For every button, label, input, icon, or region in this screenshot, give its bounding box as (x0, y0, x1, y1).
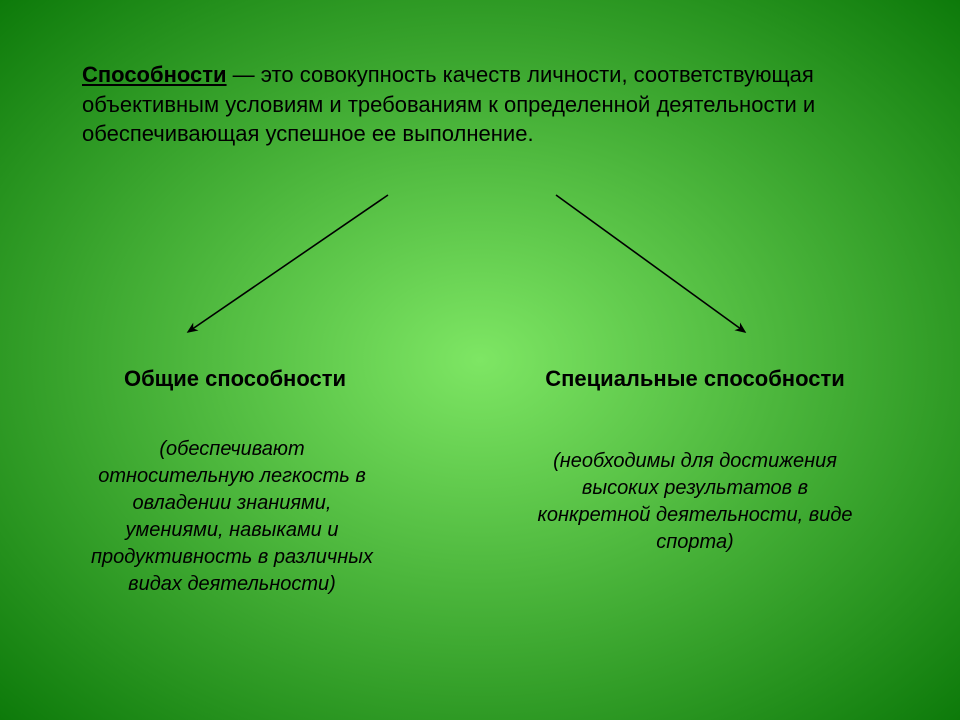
arrow-left (188, 195, 388, 332)
branch-left-desc: (обеспечивают относительную легкость в о… (82, 436, 382, 598)
branch-right-desc: (необходимы для достижения высоких резул… (530, 448, 860, 556)
definition-term: Способности (82, 62, 227, 87)
branch-right-title: Специальные способности (510, 366, 880, 392)
slide: Способности — это совокупность качеств л… (0, 0, 960, 720)
branch-left-title: Общие способности (90, 366, 380, 392)
arrow-right (556, 195, 745, 332)
definition-block: Способности — это совокупность качеств л… (82, 60, 862, 149)
